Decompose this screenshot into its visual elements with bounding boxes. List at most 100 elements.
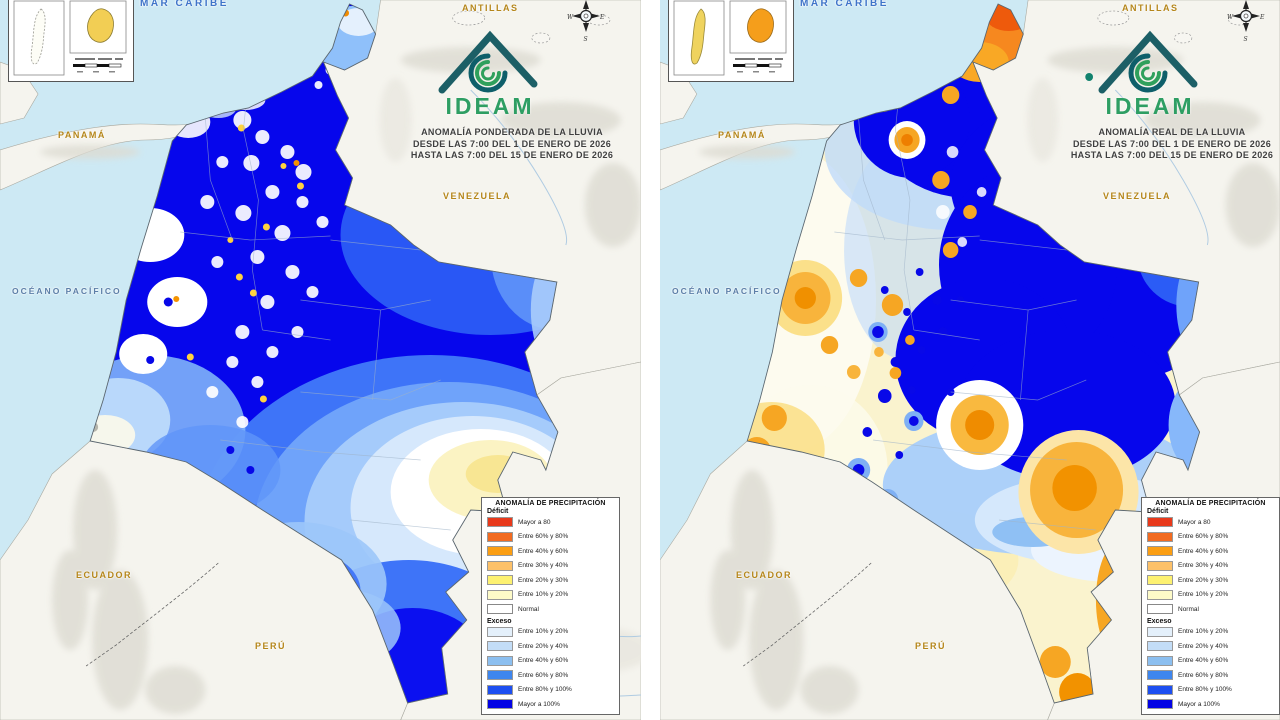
roof-icon [438,30,538,94]
legend-swatch [487,546,513,557]
label-antillas: ANTILLAS [462,3,519,13]
label-ecuador: ECUADOR [76,570,133,580]
legend-row-label: Entre 30% y 40% [518,562,569,570]
label-oceano-pacifico: OCÉANO PACÍFICO [12,286,122,296]
deficit-bullseye [965,410,995,440]
map-title-line3: HASTA LAS 7:00 DEL 15 DE ENERO DE 2026 [410,150,614,160]
legend-row: Entre 20% y 30% [482,573,619,588]
legend-row-label: Entre 60% y 80% [1178,533,1229,541]
legend-row-label: Entre 40% y 60% [1178,547,1229,555]
legend-row: Entre 10% y 20% [1142,625,1279,640]
map-panel-ponderada: W E S IDEAM ANOMALÍA PONDERADA DE LA LLU… [0,0,641,720]
legend-swatch [487,589,513,600]
legend-swatch [487,575,513,586]
compass-s-label: S [1244,36,1248,43]
legend-row-label: Entre 60% y 80% [518,671,569,679]
legend-swatch [487,641,513,652]
map-title-line2: DESDE LAS 7:00 DEL 1 DE ENERO DE 2026 [1073,138,1271,149]
spiral-icon [481,66,495,81]
legend-row: Entre 20% y 40% [1142,639,1279,654]
label-mar-caribe: MAR CARIBE [140,0,229,9]
legend-row-label: Entre 10% y 20% [1178,628,1229,636]
legend-row-label: Entre 30% y 40% [1178,562,1229,570]
legend-row-label: Entre 10% y 20% [518,628,569,636]
map-title-line3: HASTA LAS 7:00 DEL 15 DE ENERO DE 2026 [1070,150,1274,160]
legend-row: Entre 60% y 80% [482,668,619,683]
legend-swatch [1147,531,1173,542]
intl-border-dashed [743,562,872,667]
label-ecuador: ECUADOR [736,570,793,580]
label-antillas: ANTILLAS [1122,3,1179,13]
inset-islands-art [13,0,127,76]
inset-scale-text [75,58,123,60]
legend-swatch [487,626,513,637]
legend-row-label: Mayor a 80 [1178,518,1211,526]
map-title-line1: ANOMALÍA PONDERADA DE LA LLUVIA [421,127,603,137]
legend-swatch [487,655,513,666]
compass-s-label: S [584,36,588,43]
intl-border-dashed [85,562,219,667]
legend-row: Entre 10% y 20% [1142,588,1279,603]
legend-row-label: Entre 10% y 20% [1178,591,1229,599]
compass-w-label: W [567,14,574,21]
inset-scale-bar [73,63,122,73]
department-borders [180,61,451,531]
legend-row-label: Entre 60% y 80% [518,533,569,541]
inset-islands-box [8,0,134,82]
legend-swatch [1147,699,1173,710]
legend-exceso-label: Exceso [1147,617,1172,625]
legend-row: Entre 80% y 100% [482,683,619,698]
legend-row: Entre 20% y 40% [482,639,619,654]
legend-row-label: Entre 10% y 20% [518,591,569,599]
legend-row: Entre 10% y 20% [482,625,619,640]
san-andres-island [690,8,706,65]
legend-swatch [487,531,513,542]
label-panama: PANAMÁ [718,130,766,140]
roof-icon [1098,30,1198,94]
compass-rose-icon: W E S [567,0,605,43]
legend-row: Entre 60% y 80% [482,530,619,545]
map-title: ANOMALÍA REAL DE LA LLUVIA DESDE LAS 7:0… [1048,127,1280,162]
station-marker-teal [1085,73,1094,81]
legend-swatch [487,670,513,681]
legend-row: Mayor a 80 [482,515,619,530]
label-mar-caribe: MAR CARIBE [800,0,889,9]
legend-swatch [1147,670,1173,681]
legend-swatch [1147,626,1173,637]
legend-row: Entre 40% y 60% [1142,544,1279,559]
san-andres-island [30,8,46,65]
legend-row-normal: Normal [1142,602,1279,617]
legend-row: Entre 10% y 20% [482,588,619,603]
legend-row-label: Entre 20% y 30% [518,576,569,584]
inset-islands-art [673,0,787,76]
legend-swatch [487,560,513,571]
legend-swatch [1147,560,1173,571]
legend-row-label: Mayor a 100% [518,700,560,708]
legend-row-label: Entre 60% y 80% [1178,671,1229,679]
legend-row: Entre 40% y 60% [482,654,619,669]
legend-exceso-rows: Entre 10% y 20% Entre 20% y 40% Entre 40% … [1142,625,1279,712]
legend-deficit-rows: Mayor a 80 Entre 60% y 80% Entre 40% y 60%… [482,515,619,602]
map-title-line1: ANOMALÍA REAL DE LA LLUVIA [1098,127,1246,137]
legend-row: Entre 60% y 80% [1142,668,1279,683]
legend-row: Entre 30% y 40% [482,559,619,574]
ideam-logo: IDEAM [430,28,550,120]
legend-exceso-rows: Entre 10% y 20% Entre 20% y 40% Entre 40% … [482,625,619,712]
legend-title: ANOMALÍA DE PRECIPITACIÓN [1155,500,1266,507]
label-oceano-pacifico: OCÉANO PACÍFICO [672,286,782,296]
label-panama: PANAMÁ [58,130,106,140]
legend-row: Entre 40% y 60% [1142,654,1279,669]
ideam-logo: IDEAM [1090,28,1210,120]
legend-title: ANOMALÍA DE PRECIPITACIÓN [495,500,606,507]
department-borders [834,61,1096,531]
legend-exceso-label: Exceso [487,617,512,625]
legend-row-label: Normal [1178,605,1199,613]
hillshade-texture [40,47,641,714]
map-panel-real: W E S IDEAM ANOMALÍA REAL DE LA LLUVIA D… [660,0,1280,720]
inset-scale-text [735,58,783,60]
ideam-logo-mark [438,30,538,94]
legend-row: Entre 20% y 30% [1142,573,1279,588]
inset-islands-box [668,0,794,82]
ideam-logo-mark [1098,30,1198,94]
